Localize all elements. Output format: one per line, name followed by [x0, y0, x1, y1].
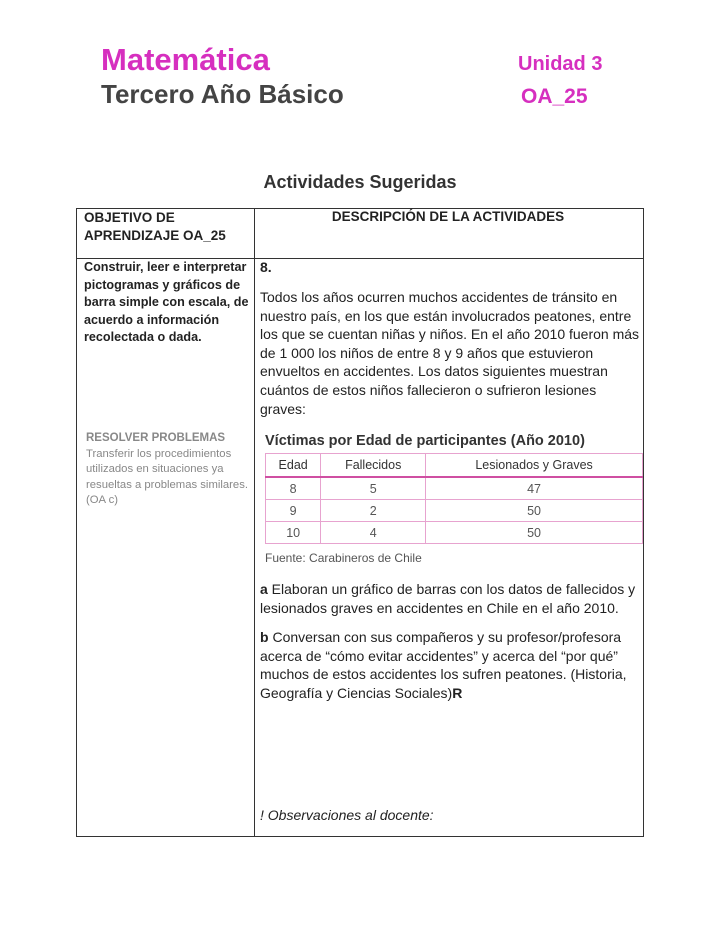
- skill-text: Transferir los procedimientos utilizados…: [86, 447, 248, 507]
- item-b: b Conversan con sus compañeros y su prof…: [260, 628, 645, 702]
- item-b-end: R: [452, 684, 463, 701]
- item-a: a Elaboran un gráfico de barras con los …: [260, 580, 645, 617]
- objective-header: OBJETIVO DE APRENDIZAJE OA_25: [84, 210, 226, 243]
- objective-text: Construir, leer e interpretar pictograma…: [84, 260, 249, 344]
- header-cell: Edad: [264, 453, 322, 478]
- table-cell: 9: [264, 499, 322, 522]
- activity-number: 8.: [260, 259, 272, 275]
- victims-data-table: Víctimas por Edad de participantes (Año …: [264, 433, 643, 565]
- activity-intro: Todos los años ocurren muchos accidentes…: [260, 289, 640, 417]
- table-row: 9 2 50: [264, 499, 643, 522]
- item-a-text: Elaboran un gráfico de barras con los da…: [260, 581, 636, 616]
- oa-label: OA_25: [521, 85, 588, 108]
- skill-box: RESOLVER PROBLEMAS Transferir los proced…: [86, 431, 251, 509]
- header-divider: [77, 258, 643, 259]
- data-source: Fuente: Carabineros de Chile: [265, 551, 422, 565]
- table-cell: 2: [320, 499, 427, 522]
- unit-label: Unidad 3: [518, 53, 603, 75]
- subject-title: Matemática: [101, 42, 270, 77]
- table-header-row: Edad Fallecidos Lesionados y Graves: [264, 453, 643, 478]
- table-cell: 8: [264, 476, 322, 500]
- grade-title: Tercero Año Básico: [101, 79, 344, 109]
- table-cell: 50: [425, 521, 643, 544]
- header-cell: Lesionados y Graves: [425, 453, 643, 478]
- table-cell: 50: [425, 499, 643, 522]
- item-b-text: Conversan con sus compañeros y su profes…: [260, 629, 627, 701]
- item-b-label: b: [260, 629, 269, 645]
- column-divider: [254, 209, 255, 836]
- table-row: 8 5 47: [264, 476, 643, 500]
- table-cell: 10: [264, 521, 322, 544]
- table-cell: 5: [320, 476, 427, 500]
- table-row: 10 4 50: [264, 521, 643, 544]
- table-cell: 47: [425, 476, 643, 500]
- item-a-label: a: [260, 581, 268, 597]
- activities-table: [76, 208, 644, 837]
- teacher-observations: ! Observaciones al docente:: [260, 807, 434, 823]
- skill-title: RESOLVER PROBLEMAS: [86, 432, 226, 444]
- description-header: DESCRIPCIÓN DE LA ACTIVIDADES: [331, 209, 565, 224]
- data-table-caption: Víctimas por Edad de participantes (Año …: [265, 433, 585, 449]
- page-title: Actividades Sugeridas: [263, 172, 457, 192]
- header-cell: Fallecidos: [320, 453, 427, 478]
- table-cell: 4: [320, 521, 427, 544]
